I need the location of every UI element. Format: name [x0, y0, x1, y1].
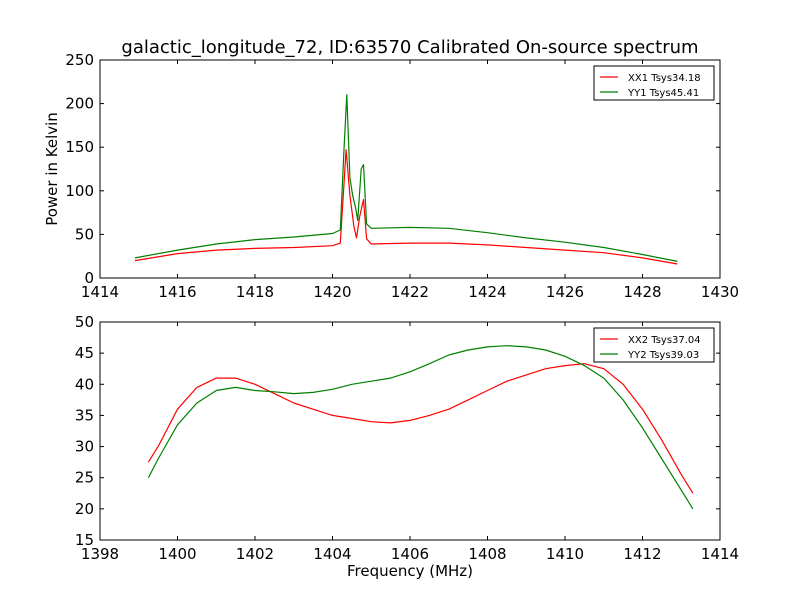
x-tick-label: 1416	[158, 283, 196, 301]
y-tick-label: 40	[75, 375, 94, 393]
x-axis-label: Frequency (MHz)	[347, 562, 473, 580]
x-tick-label: 1430	[701, 283, 739, 301]
x-tick-label: 1398	[81, 545, 119, 563]
chart-title: galactic_longitude_72, ID:63570 Calibrat…	[121, 37, 698, 58]
legend: XX1 Tsys34.18 YY1 Tsys45.41	[593, 65, 715, 101]
x-tick-label: 1402	[236, 545, 274, 563]
y-tick-label: 50	[75, 225, 94, 243]
y-tick-label: 30	[75, 438, 94, 456]
legend-label: XX2 Tsys37.04	[628, 335, 701, 346]
legend-box	[593, 327, 715, 363]
x-tick-label: 1418	[236, 283, 274, 301]
x-tick-label: 1408	[468, 545, 506, 563]
y-tick-label: 25	[75, 469, 94, 487]
legend-box	[593, 65, 715, 101]
x-tick-label: 1414	[701, 545, 739, 563]
series-line-xx2	[147, 363, 694, 494]
y-tick-label: 100	[65, 182, 94, 200]
legend: XX2 Tsys37.04 YY2 Tsys39.03	[593, 327, 715, 363]
plot-2: 1398 1400 1402 1404 1406 1408 1410 1412 1414 15 20…	[75, 313, 739, 563]
legend-label: XX1 Tsys34.18	[628, 73, 701, 84]
x-tick-label: 1424	[468, 283, 506, 301]
y-tick-label: 150	[65, 138, 94, 156]
x-tick-label: 1422	[391, 283, 429, 301]
y-tick-label: 50	[75, 313, 94, 331]
y-tick-label: 20	[75, 500, 94, 518]
series-line-yy2	[147, 345, 694, 510]
y-tick-label: 200	[65, 95, 94, 113]
x-tick-label: 1404	[313, 545, 351, 563]
plot-1: 1414 1416 1418 1420 1422 1424 1426 1428 1430 0 50 1…	[65, 51, 739, 301]
x-tick-label: 1414	[81, 283, 119, 301]
x-tick-label: 1410	[546, 545, 584, 563]
legend-label: YY1 Tsys45.41	[627, 88, 699, 99]
x-tick-label: 1428	[623, 283, 661, 301]
x-tick-label: 1426	[546, 283, 584, 301]
series-line-yy1	[134, 94, 678, 262]
y-axis-label: Power in Kelvin	[43, 112, 61, 226]
y-tick-label: 45	[75, 344, 94, 362]
y-tick-label: 15	[75, 531, 94, 549]
y-tick-label: 0	[84, 269, 94, 287]
legend-label: YY2 Tsys39.03	[627, 350, 699, 361]
x-tick-label: 1412	[623, 545, 661, 563]
series-line-xx1	[134, 149, 678, 265]
x-tick-label: 1400	[158, 545, 196, 563]
x-tick-label: 1406	[391, 545, 429, 563]
y-tick-label: 250	[65, 51, 94, 69]
x-tick-label: 1420	[313, 283, 351, 301]
y-tick-label: 35	[75, 406, 94, 424]
